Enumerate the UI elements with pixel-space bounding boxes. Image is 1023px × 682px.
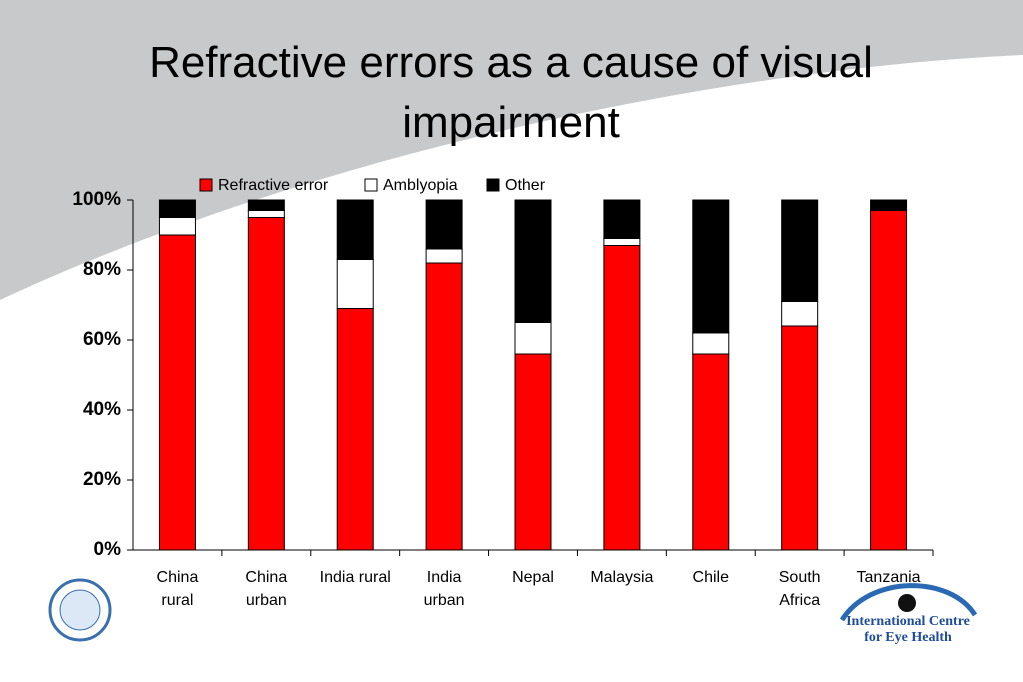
bar-segment: [336, 259, 374, 309]
y-tick-label: 80%: [83, 259, 121, 280]
legend-label: Other: [505, 177, 546, 194]
bar-segment: [514, 199, 552, 323]
bar-segment: [247, 217, 285, 551]
bar-segment: [425, 248, 463, 264]
bar-segment: [158, 199, 196, 218]
legend-swatch: [486, 178, 500, 192]
x-tick-label: China urban: [245, 569, 287, 609]
x-tick-label: Chile: [693, 569, 730, 586]
x-tick-label: Malaysia: [590, 569, 653, 586]
logo-eye: [898, 594, 916, 612]
x-tick-label: Tanzania: [857, 569, 921, 586]
bar-segment: [336, 308, 374, 551]
logo-text: International Centre for Eye Health: [846, 614, 970, 645]
bar-segment: [870, 199, 908, 211]
y-tick-label: 20%: [83, 469, 121, 490]
bar-segment: [514, 353, 552, 551]
y-tick-label: 60%: [83, 329, 121, 350]
bar-segment: [514, 322, 552, 355]
bar-segment: [247, 210, 285, 218]
x-tick-label: India rural: [320, 569, 391, 586]
logo-arc: [839, 583, 978, 622]
school-logo-inner: [59, 589, 101, 631]
bar-segment: [603, 199, 641, 239]
school-logo: [48, 578, 112, 642]
bar-segment: [781, 199, 819, 302]
bar-segment: [247, 199, 285, 211]
bar-segment: [781, 325, 819, 551]
y-tick-label: 100%: [72, 189, 121, 210]
x-tick-label: Nepal: [512, 569, 554, 586]
legend-swatch: [199, 178, 213, 192]
legend-swatch: [364, 178, 378, 192]
bar-segment: [603, 245, 641, 551]
y-tick-label: 40%: [83, 399, 121, 420]
bar-segment: [692, 332, 730, 355]
bar-segment: [158, 234, 196, 551]
bar-segment: [425, 199, 463, 250]
x-tick-label: China rural: [157, 569, 199, 609]
bar-segment: [425, 262, 463, 551]
x-tick-label: India urban: [424, 569, 465, 609]
bar-segment: [692, 199, 730, 334]
legend-label: Refractive error: [218, 177, 329, 194]
y-tick-label: 0%: [94, 539, 122, 560]
background-shape: [0, 0, 1023, 300]
bar-segment: [603, 238, 641, 246]
bar-segment: [336, 199, 374, 260]
bar-segment: [158, 217, 196, 236]
chart-title: Refractive errors as a cause of visual im…: [149, 38, 873, 147]
bar-segment: [781, 301, 819, 327]
bar-segment: [870, 210, 908, 551]
bar-segment: [692, 353, 730, 551]
x-tick-label: South Africa: [779, 569, 821, 609]
legend-label: Amblyopia: [383, 177, 458, 194]
